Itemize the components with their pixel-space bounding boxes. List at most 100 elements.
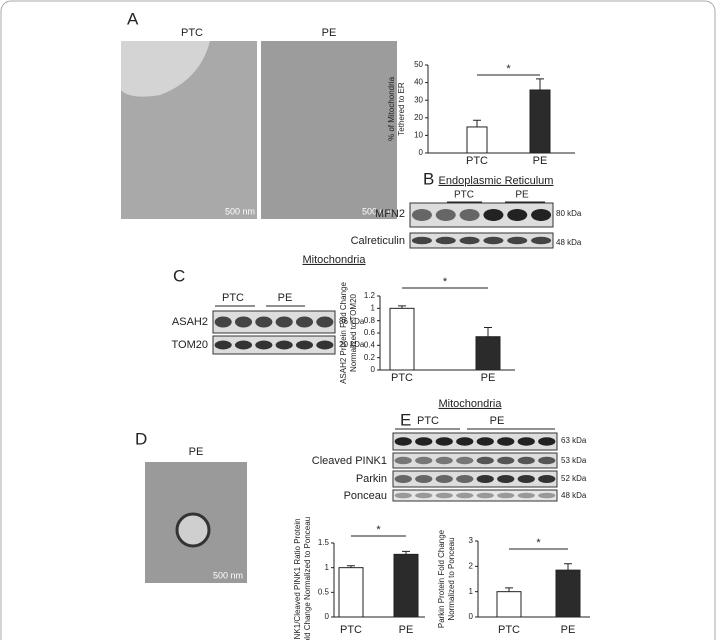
- y-axis-label: Normalized to Ponceau: [447, 537, 456, 620]
- x-tick-label: PE: [533, 155, 548, 167]
- error-bar: [505, 587, 513, 592]
- group-label: PTC: [454, 190, 474, 201]
- blot: [392, 452, 558, 469]
- y-tick-label: 1.5: [318, 538, 330, 547]
- blot-band: [459, 236, 480, 245]
- blot-band: [517, 492, 535, 499]
- y-tick-label: 1: [371, 303, 376, 312]
- blot-band: [295, 316, 314, 328]
- blot-band: [394, 456, 412, 465]
- blot-band: [517, 437, 535, 446]
- y-tick-label: 1: [469, 587, 474, 596]
- error-bar: [398, 305, 406, 309]
- blot-band: [538, 492, 556, 499]
- blot-band: [275, 340, 293, 350]
- kda-label: 53 kDa: [561, 456, 587, 465]
- blot-band: [394, 437, 412, 446]
- blot-band: [415, 437, 433, 446]
- error-bar: [473, 119, 481, 127]
- bar: [496, 591, 522, 618]
- blot-band: [538, 456, 556, 465]
- bar: [393, 553, 419, 618]
- blot: [392, 470, 558, 488]
- blot-band: [415, 492, 433, 499]
- row-label: MFN2: [375, 208, 405, 220]
- error-bar: [484, 326, 492, 337]
- group-label: PE: [490, 415, 505, 427]
- blot-band: [476, 475, 494, 483]
- blot-band: [435, 475, 453, 483]
- image-title: PE: [322, 27, 337, 39]
- bar: [555, 569, 581, 618]
- blot-band: [435, 236, 456, 245]
- blot-band: [507, 209, 528, 221]
- blot-band: [517, 456, 535, 465]
- blot-band: [538, 437, 556, 446]
- blot-band: [415, 475, 433, 483]
- significance-label: *: [443, 276, 448, 288]
- y-tick-label: 10: [414, 131, 423, 140]
- panel-letter: A: [127, 9, 139, 28]
- blot-band: [517, 475, 535, 483]
- blot-band: [435, 492, 453, 499]
- kda-label: 20 kDa: [339, 340, 365, 349]
- y-tick-label: 0.6: [364, 328, 376, 337]
- blot-band: [476, 492, 494, 499]
- micrograph-detail: [121, 41, 210, 97]
- blot-band: [476, 456, 494, 465]
- blot-band: [456, 475, 474, 483]
- blot-band: [234, 340, 253, 350]
- row-label: Ponceau: [344, 490, 387, 502]
- x-tick-label: PE: [399, 624, 414, 636]
- group-label: PE: [278, 292, 293, 304]
- panel-letter: D: [135, 429, 147, 448]
- blot-band: [316, 316, 334, 328]
- blot-band: [507, 236, 528, 245]
- blot: [409, 202, 554, 228]
- blot-band: [459, 209, 480, 221]
- y-tick-label: 0: [419, 148, 424, 157]
- row-label: ASAH2: [172, 316, 208, 328]
- y-tick-label: 50: [414, 60, 423, 69]
- significance-label: *: [506, 63, 511, 75]
- y-axis-label: Tethered to ER: [397, 82, 406, 136]
- y-tick-label: 30: [414, 95, 423, 104]
- blot-band: [415, 456, 433, 465]
- blot-band: [234, 316, 253, 328]
- y-tick-label: 0.5: [318, 587, 330, 596]
- x-tick-label: PTC: [466, 155, 488, 167]
- y-tick-label: 0: [469, 612, 474, 621]
- y-tick-label: 3: [469, 536, 474, 545]
- micrograph: [261, 41, 397, 219]
- blot-band: [483, 236, 504, 245]
- row-label: Calreticulin: [351, 235, 405, 247]
- blot-band: [214, 340, 232, 350]
- kda-label: 48 kDa: [561, 491, 587, 500]
- y-axis-label: Parkin Protein Fold Change: [437, 529, 446, 628]
- blot-band: [538, 475, 556, 483]
- blot-band: [456, 437, 474, 446]
- error-bar: [402, 550, 410, 555]
- y-tick-label: 1.2: [364, 291, 376, 300]
- y-tick-label: 0.2: [364, 353, 376, 362]
- blot-band: [316, 340, 334, 350]
- blot-band: [394, 492, 412, 499]
- row-label: Parkin: [356, 473, 387, 485]
- y-tick-label: 2: [469, 561, 474, 570]
- x-tick-label: PTC: [498, 624, 520, 636]
- kda-label: 52 kDa: [561, 474, 587, 483]
- micrograph-detail: [175, 512, 211, 548]
- kda-label: 48 kDa: [556, 238, 582, 247]
- y-tick-label: 20: [414, 113, 423, 122]
- blot-band: [394, 475, 412, 483]
- scale-label: 500 nm: [362, 206, 392, 216]
- panel-letter: B: [423, 169, 434, 188]
- y-axis-label: Normalized to TOM20: [349, 293, 358, 372]
- kda-label: 86 kDa: [339, 317, 365, 326]
- blot-band: [456, 492, 474, 499]
- panel-letter: E: [400, 410, 411, 429]
- blot-band: [255, 316, 273, 328]
- bar: [466, 126, 488, 154]
